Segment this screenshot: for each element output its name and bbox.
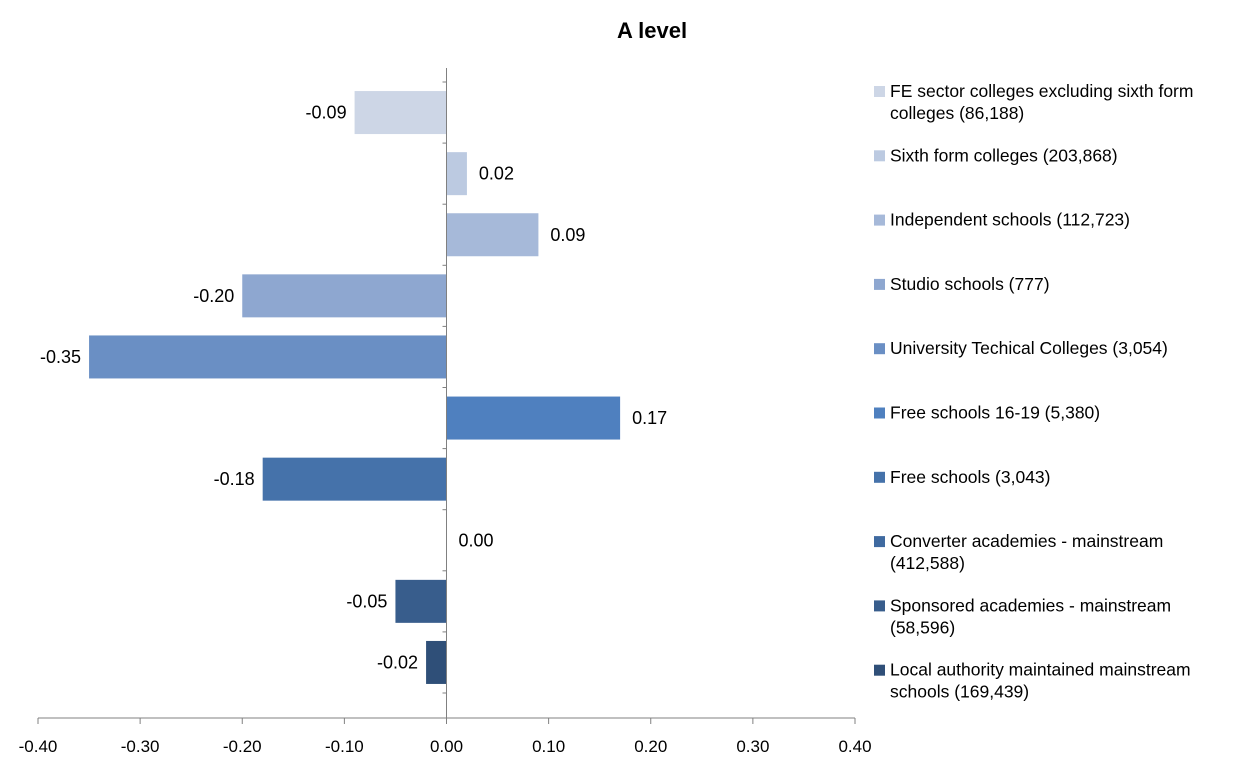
axes-layer: -0.40 -0.30 -0.20 -0.10 0.00 0.10 0.20 0.30 0.40	[19, 68, 872, 756]
data-label-5: 0.17	[632, 408, 667, 428]
legend-label-9-1: schools (169,439)	[890, 682, 1029, 702]
data-label-4: -0.35	[40, 347, 81, 367]
legend-label-0-0: FE sector colleges excluding sixth form	[890, 81, 1193, 101]
x-tick-label-3: -0.10	[325, 737, 364, 756]
legend-label-7-1: (412,588)	[890, 553, 965, 573]
legend-label-4-0: University Techical Colleges (3,054)	[890, 338, 1168, 358]
x-tick-label-0: -0.40	[19, 737, 58, 756]
legend-swatch-2	[874, 214, 885, 226]
bars-layer: -0.09 0.02 0.09 -0.20 -0.35 0.17 -0.18 0.00 -0.0…	[40, 91, 667, 684]
legend-swatch-9	[874, 664, 885, 676]
x-tick-label-7: 0.30	[736, 737, 769, 756]
bar-9	[426, 640, 447, 684]
bar-1	[446, 152, 467, 196]
legend-label-2-0: Independent schools (112,723)	[890, 210, 1130, 230]
bar-8	[395, 579, 447, 623]
x-tick-label-8: 0.40	[838, 737, 871, 756]
x-tick-label-1: -0.30	[121, 737, 160, 756]
bar-6	[262, 457, 447, 501]
data-label-8: -0.05	[346, 591, 387, 611]
bar-4	[89, 335, 447, 379]
legend-swatch-0	[874, 86, 885, 97]
legend-swatch-7	[874, 536, 885, 548]
legend-swatch-8	[874, 600, 885, 612]
legend-label-3-0: Studio schools (777)	[890, 274, 1050, 294]
chart-title: A level	[617, 18, 687, 43]
legend-swatch-4	[874, 343, 885, 355]
legend-label-0-1: colleges (86,188)	[890, 103, 1024, 123]
legend: FE sector colleges excluding sixth formc…	[874, 81, 1193, 702]
bar-5	[446, 396, 621, 440]
legend-swatch-3	[874, 278, 885, 290]
x-tick-label-4: 0.00	[430, 737, 463, 756]
legend-label-5-0: Free schools 16-19 (5,380)	[890, 403, 1100, 423]
legend-swatch-5	[874, 407, 885, 419]
x-tick-label-2: -0.20	[223, 737, 262, 756]
x-tick-label-6: 0.20	[634, 737, 667, 756]
legend-swatch-1	[874, 150, 885, 162]
bar-3	[242, 274, 447, 318]
legend-label-1-0: Sixth form colleges (203,868)	[890, 145, 1118, 165]
legend-label-9-0: Local authority maintained mainstream	[890, 660, 1191, 680]
legend-swatch-6	[874, 471, 885, 483]
data-label-1: 0.02	[479, 164, 514, 184]
legend-label-6-0: Free schools (3,043)	[890, 467, 1051, 487]
x-tick-label-5: 0.10	[532, 737, 565, 756]
bar-2	[446, 213, 539, 257]
data-label-3: -0.20	[193, 286, 234, 306]
bar-0	[354, 91, 447, 135]
data-label-6: -0.18	[214, 469, 255, 489]
data-label-0: -0.09	[306, 103, 347, 123]
legend-label-8-0: Sponsored academies - mainstream	[890, 595, 1171, 615]
data-label-2: 0.09	[550, 225, 585, 245]
legend-label-7-0: Converter academies - mainstream	[890, 531, 1163, 551]
data-label-9: -0.02	[377, 652, 418, 672]
data-label-7: 0.00	[459, 530, 494, 550]
legend-label-8-1: (58,596)	[890, 617, 955, 637]
